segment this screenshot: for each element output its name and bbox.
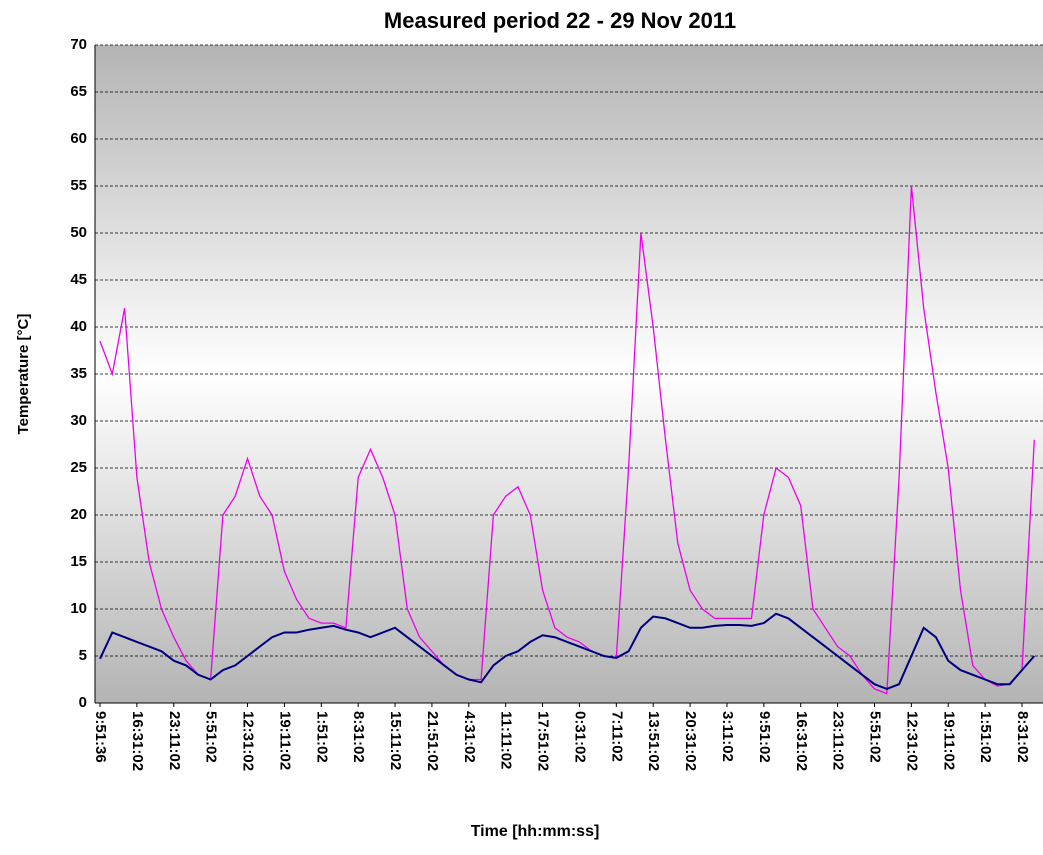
x-tick-label: 16:31:02 xyxy=(793,711,810,771)
x-axis-label: Time [hh:mm:ss] xyxy=(471,823,600,840)
y-axis-label: Temperature [°C] xyxy=(15,314,32,435)
x-tick-label: 1:51:02 xyxy=(977,711,994,763)
y-tick-label: 45 xyxy=(70,271,87,288)
x-tick-label: 13:51:02 xyxy=(645,711,662,771)
x-tick-label: 11:11:02 xyxy=(498,711,515,769)
y-tick-label: 5 xyxy=(79,647,87,664)
y-tick-label: 10 xyxy=(70,600,87,617)
y-tick-label: 40 xyxy=(70,318,87,335)
x-tick-label: 0:31:02 xyxy=(571,711,588,763)
x-tick-label: 7:11:02 xyxy=(608,711,625,762)
x-tick-label: 3:11:02 xyxy=(719,711,736,762)
y-tick-label: 70 xyxy=(70,36,87,53)
y-tick-label: 65 xyxy=(70,83,87,100)
x-tick-label: 4:31:02 xyxy=(461,711,478,763)
x-tick-label: 15:11:02 xyxy=(387,711,404,770)
x-tick-label: 19:11:02 xyxy=(276,711,293,770)
x-tick-label: 8:31:02 xyxy=(1014,711,1031,763)
y-tick-label: 15 xyxy=(70,553,87,570)
x-tick-label: 12:31:02 xyxy=(240,711,257,771)
x-tick-label: 5:51:02 xyxy=(203,711,220,763)
series-line xyxy=(99,612,1036,690)
y-tick-label: 50 xyxy=(70,224,87,241)
y-tick-label: 35 xyxy=(70,365,87,382)
x-tick-label: 1:51:02 xyxy=(313,711,330,763)
chart-title: Measured period 22 - 29 Nov 2011 xyxy=(384,8,736,33)
x-tick-label: 5:51:02 xyxy=(867,711,884,763)
x-tick-label: 16:31:02 xyxy=(129,711,146,771)
y-tick-label: 60 xyxy=(70,130,87,147)
x-tick-label: 20:31:02 xyxy=(682,711,699,771)
y-tick-label: 25 xyxy=(70,459,87,476)
x-tick-label: 19:11:02 xyxy=(940,711,957,770)
y-tick-label: 0 xyxy=(79,694,87,711)
x-tick-label: 9:51:02 xyxy=(756,711,773,763)
x-tick-label: 23:11:02 xyxy=(166,711,183,770)
series-line xyxy=(99,185,1035,695)
x-tick-label: 17:51:02 xyxy=(535,711,552,771)
x-tick-label: 9:51:36 xyxy=(92,711,109,763)
x-tick-label: 23:11:02 xyxy=(830,711,847,770)
x-tick-label: 12:31:02 xyxy=(903,711,920,771)
x-tick-label: 21:51:02 xyxy=(424,711,441,771)
y-tick-label: 20 xyxy=(70,506,87,523)
y-tick-label: 30 xyxy=(70,412,87,429)
y-tick-label: 55 xyxy=(70,177,87,194)
x-tick-label: 8:31:02 xyxy=(350,711,367,763)
